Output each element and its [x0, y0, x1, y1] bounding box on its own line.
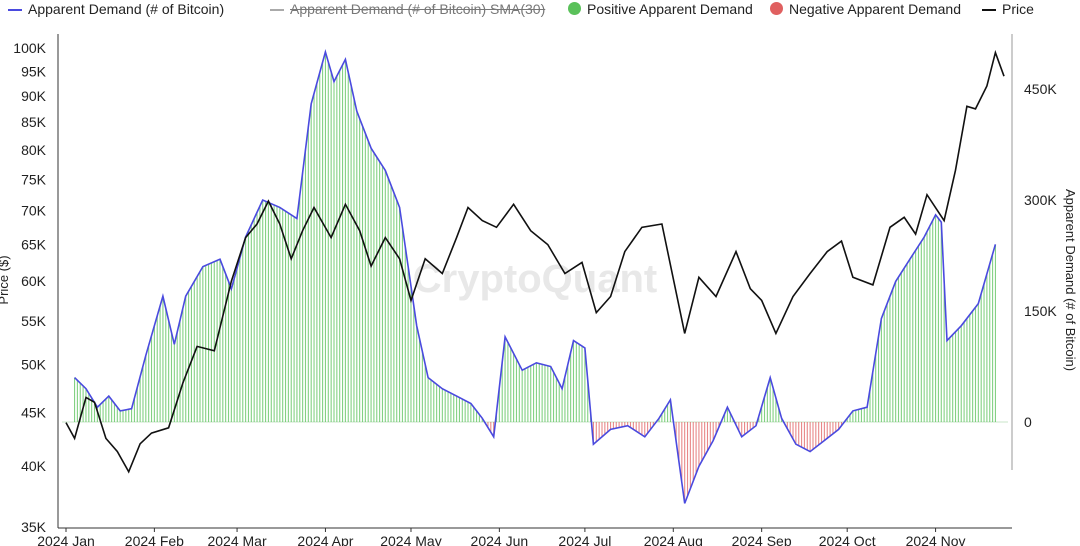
y-left-tick-label: 35K — [21, 519, 47, 535]
x-tick-label: 2024 Jan — [37, 533, 95, 546]
x-tick-label: 2024 Sep — [732, 533, 792, 546]
x-tick-label: 2024 Oct — [819, 533, 876, 546]
legend-swatch-apparent-demand-sma — [270, 9, 284, 12]
x-tick-label: 2024 Aug — [644, 533, 703, 546]
y-right-tick-label: 150K — [1024, 303, 1057, 319]
y-right-tick-label: 300K — [1024, 192, 1057, 208]
chart-lines — [65, 49, 1005, 504]
x-tick-label: 2024 Apr — [297, 533, 353, 546]
y-left-tick-label: 55K — [21, 313, 47, 329]
legend-label-price: Price — [1002, 1, 1034, 17]
x-tick-label: 2024 Jul — [558, 533, 611, 546]
x-tick-label: 2024 Jun — [471, 533, 529, 546]
y-left-tick-label: 85K — [21, 114, 47, 130]
legend-swatch-price — [982, 9, 996, 12]
legend-label-positive-demand: Positive Apparent Demand — [587, 1, 753, 17]
legend-item-negative-demand[interactable]: Negative Apparent Demand — [770, 1, 961, 17]
y-left-tick-label: 70K — [21, 203, 47, 219]
y-left-tick-label: 65K — [21, 237, 47, 253]
y-left-tick-label: 90K — [21, 88, 47, 104]
chart-axes: 100K 95K 90K 85K 80K 75K 70K 65K 60K 55K 50K 45K 40K… — [0, 34, 1078, 546]
y-left-tick-label: 80K — [21, 142, 47, 158]
y-left-tick-label: 50K — [21, 356, 47, 372]
y-right-tick-label: 450K — [1024, 81, 1057, 97]
chart-legend: Apparent Demand (# of Bitcoin) Apparent … — [0, 0, 1080, 20]
legend-swatch-positive-demand — [568, 2, 581, 15]
legend-swatch-negative-demand — [770, 2, 783, 15]
legend-item-apparent-demand[interactable]: Apparent Demand (# of Bitcoin) — [8, 1, 224, 17]
legend-item-positive-demand[interactable]: Positive Apparent Demand — [568, 1, 753, 17]
y-left-tick-label: 45K — [21, 404, 47, 420]
y-left-tick-label: 60K — [21, 273, 47, 289]
legend-label-apparent-demand: Apparent Demand (# of Bitcoin) — [28, 1, 225, 17]
x-tick-label: 2024 Mar — [207, 533, 266, 546]
y-right-tick-label: 0 — [1024, 414, 1032, 430]
apparent-demand-line — [74, 49, 997, 504]
y-left-tick-label: 40K — [21, 458, 47, 474]
x-tick-label: 2024 Feb — [125, 533, 184, 546]
y-left-tick-label: 100K — [13, 40, 46, 56]
legend-item-price[interactable]: Price — [982, 1, 1034, 17]
x-tick-label: 2024 Nov — [906, 533, 966, 546]
legend-label-negative-demand: Negative Apparent Demand — [789, 1, 961, 17]
demand-bars — [62, 52, 1008, 504]
legend-swatch-apparent-demand — [8, 9, 22, 12]
y-left-axis-title: Price ($) — [0, 255, 11, 304]
price-line — [65, 49, 1005, 474]
legend-label-apparent-demand-sma: Apparent Demand (# of Bitcoin) SMA(30) — [290, 1, 546, 17]
legend-item-apparent-demand-sma[interactable]: Apparent Demand (# of Bitcoin) SMA(30) — [270, 1, 545, 17]
y-right-axis-title: Apparent Demand (# of Bitcoin) — [1063, 189, 1078, 371]
y-left-tick-label: 75K — [21, 171, 47, 187]
x-tick-label: 2024 May — [380, 533, 441, 546]
y-left-tick-label: 95K — [21, 63, 47, 79]
